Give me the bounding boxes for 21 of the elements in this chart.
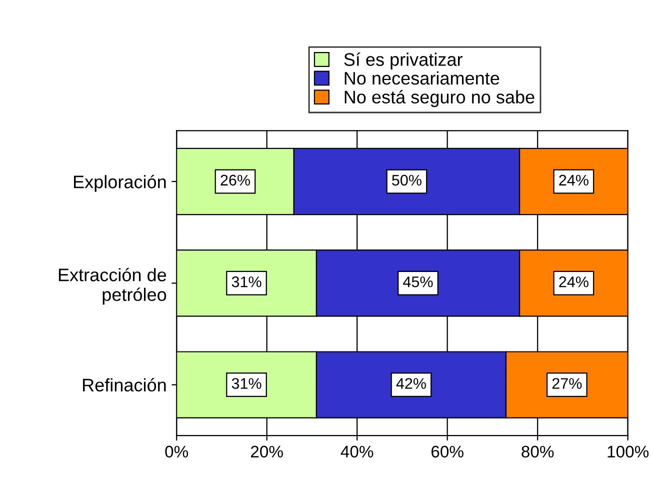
x-tick-label: 60% [432, 446, 464, 458]
legend-label: No necesariamente [344, 71, 500, 85]
x-tick-label: 0% [165, 446, 188, 458]
data-label: 50% [392, 174, 422, 186]
data-label: 42% [396, 378, 426, 389]
data-label: 45% [403, 276, 433, 288]
data-label: 31% [232, 276, 262, 288]
data-label: 26% [220, 174, 250, 186]
x-tick-label: 100% [608, 446, 649, 458]
y-tick-label: Exploración [74, 174, 166, 192]
x-tick-label: 40% [340, 446, 374, 458]
data-label: 24% [559, 276, 588, 288]
data-label: 27% [552, 378, 582, 389]
legend-label: No está seguro no sabe [344, 90, 534, 108]
y-tick-label: Refinación [83, 378, 166, 392]
x-tick-label: 20% [250, 446, 283, 458]
x-tick-label: 80% [522, 446, 554, 458]
data-label: 24% [559, 174, 588, 186]
y-tick-label: Extracción de petróleo [58, 268, 166, 305]
legend-label: Sí es privatizar [344, 52, 462, 70]
data-label: 31% [232, 378, 262, 389]
